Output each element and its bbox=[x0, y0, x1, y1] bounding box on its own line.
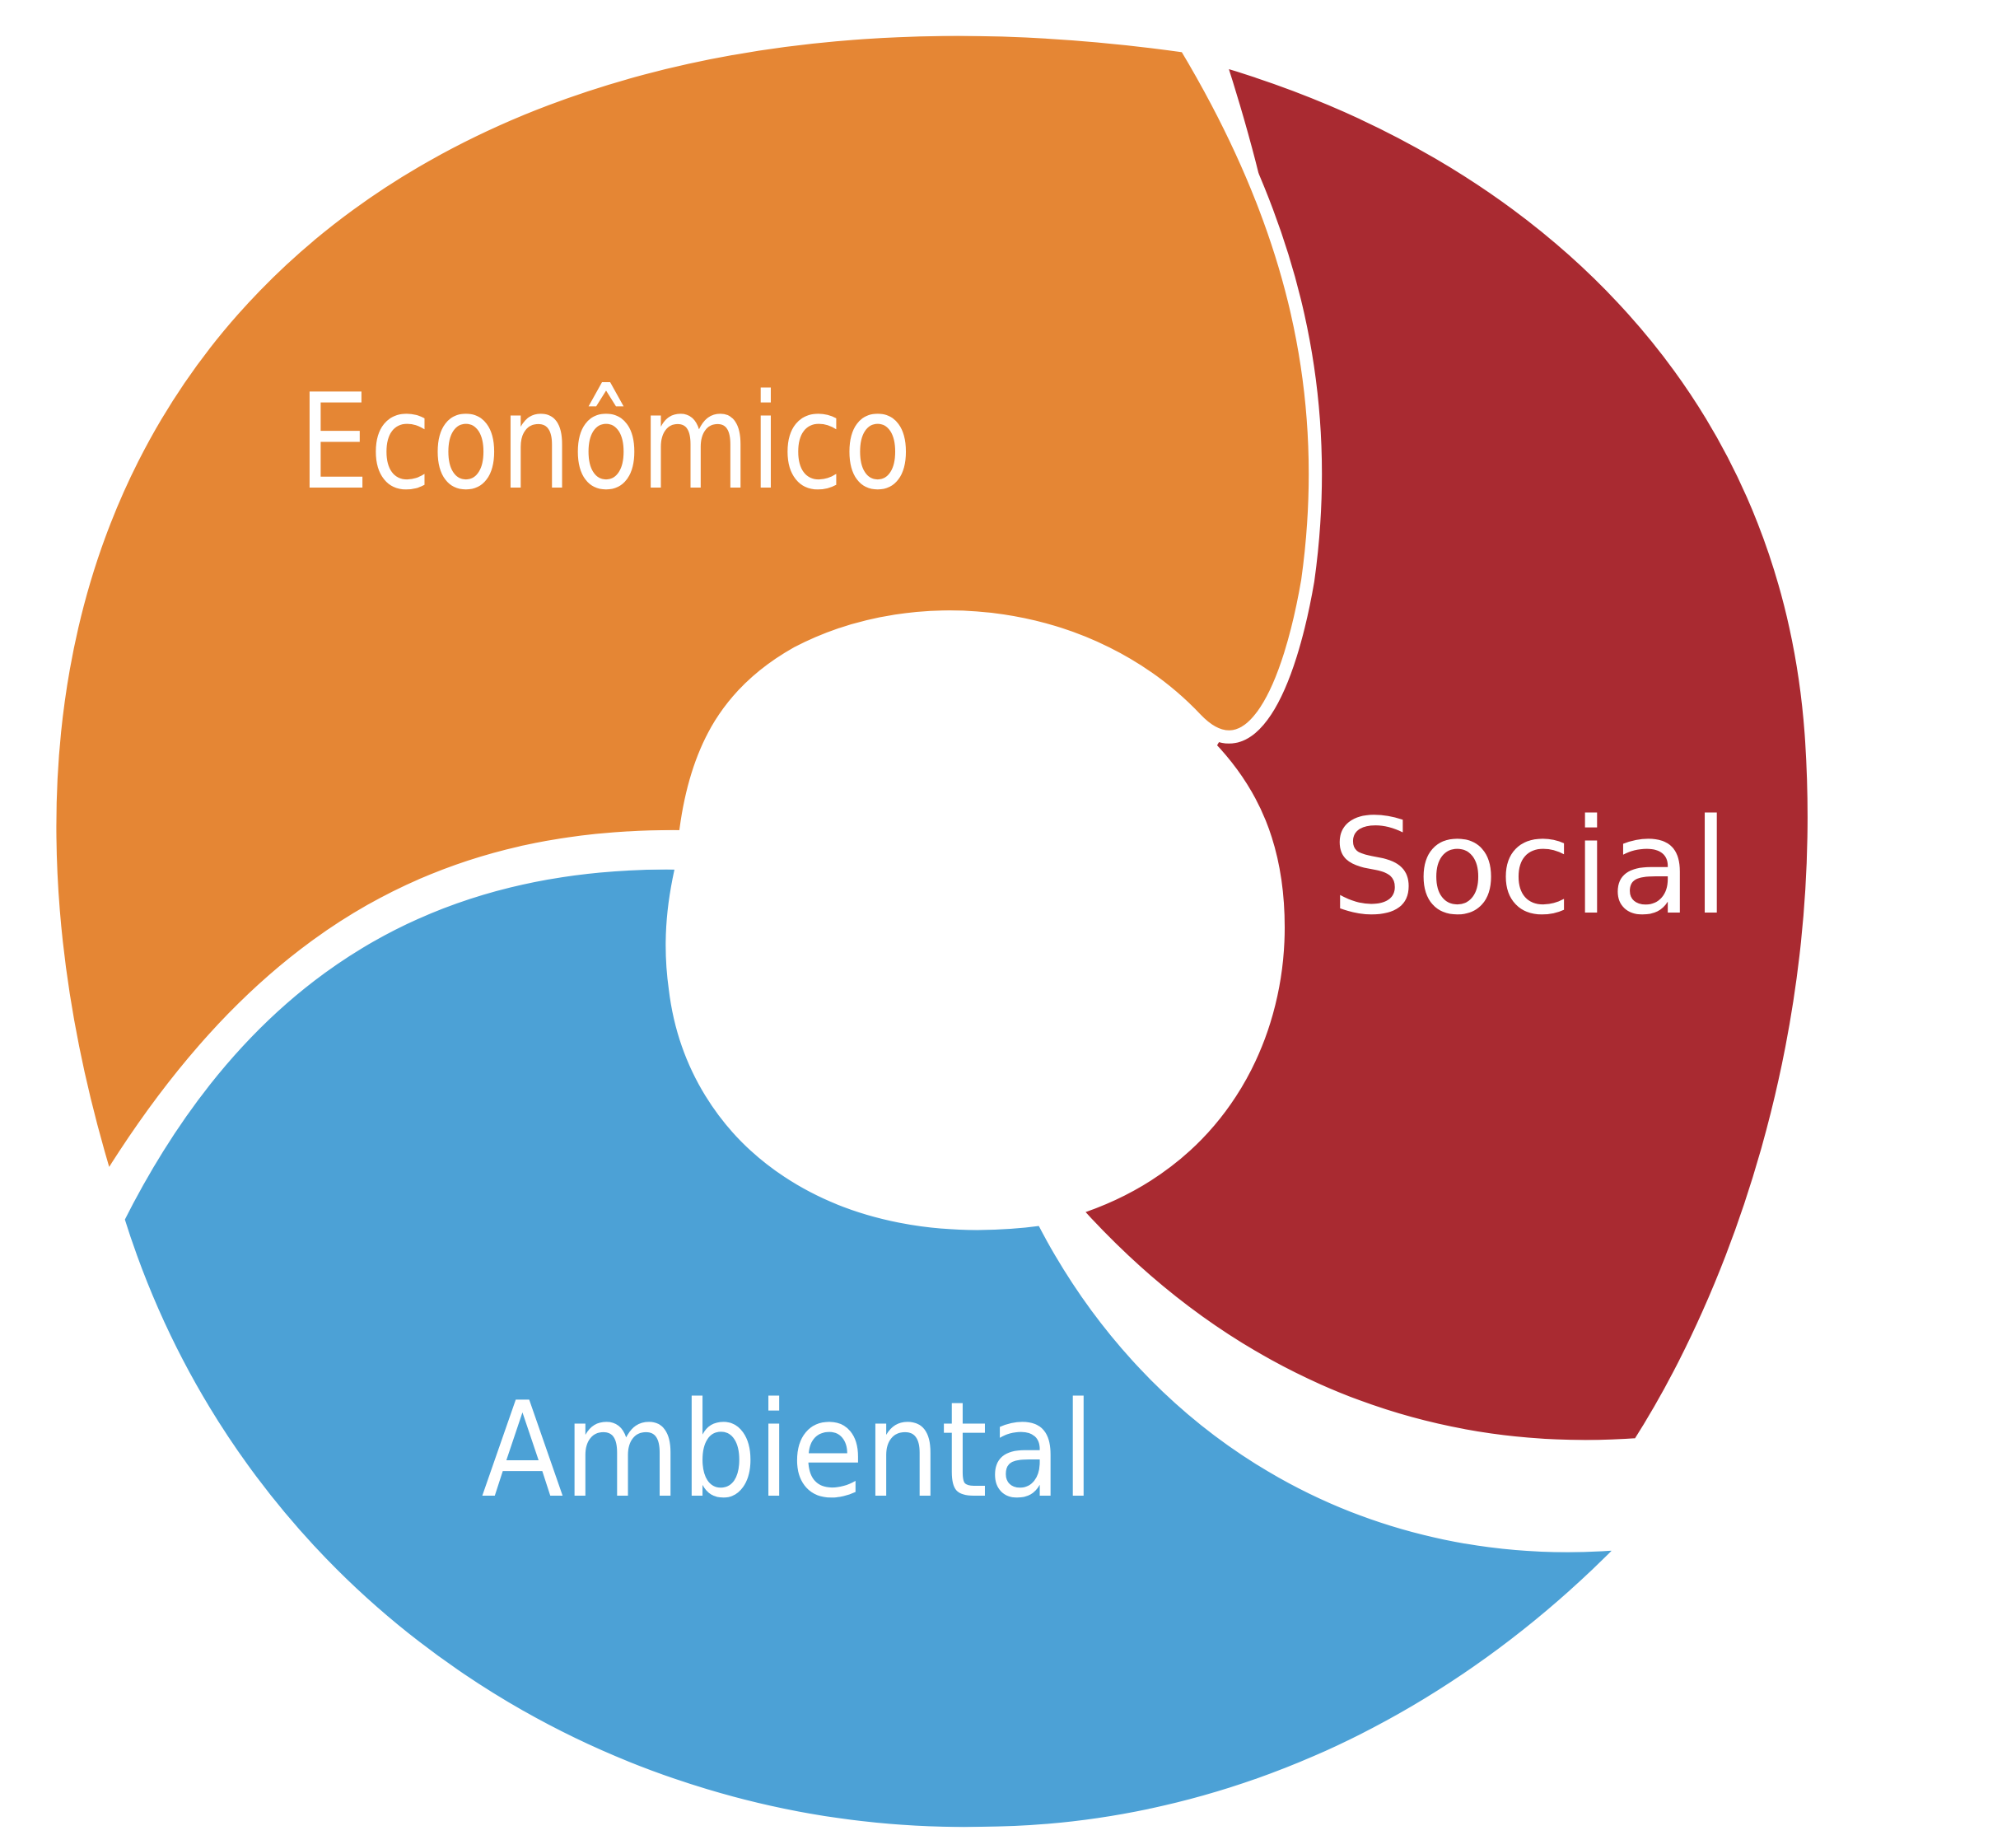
label-ambiental: Ambiental bbox=[482, 1373, 1095, 1527]
label-social: Social bbox=[1331, 790, 1729, 944]
segment-economico bbox=[43, 22, 1323, 1189]
segment-ambiental bbox=[111, 856, 1636, 1835]
label-economico: Econômico bbox=[299, 365, 912, 519]
center-hole bbox=[674, 626, 1276, 1229]
